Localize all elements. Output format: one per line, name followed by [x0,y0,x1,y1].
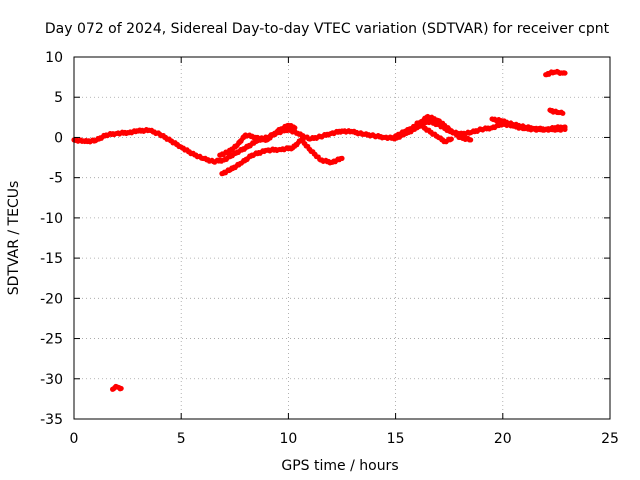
series-upper-outlier [543,68,568,78]
data-points [71,68,568,392]
series-dip-track [414,120,454,145]
y-tick-label: -5 [49,171,63,187]
y-tick-label: -10 [40,211,63,227]
x-axis-label: GPS time / hours [281,458,398,474]
x-tick-label: 20 [494,431,512,447]
series-mid-outlier [547,107,566,116]
y-axis-label: SDTVAR / TECUs [6,181,22,296]
data-point [562,124,568,130]
data-point [562,70,568,76]
y-tick-label: 0 [54,130,63,146]
chart-title: Day 072 of 2024, Sidereal Day-to-day VTE… [45,21,610,37]
grid-lines [74,57,610,419]
x-tick-label: 10 [279,431,297,447]
x-tick-label: 0 [70,431,79,447]
x-tick-label: 25 [601,431,619,447]
series-lower-track [219,137,345,177]
y-tick-label: -30 [40,372,63,388]
axis-ticks [73,56,611,420]
data-point [560,110,566,116]
data-point [118,385,124,392]
data-point [292,125,298,131]
plot-frame [73,56,611,420]
y-tick-label: -35 [40,412,63,428]
data-point [468,137,474,143]
y-tick-labels: 10 5 0 -5 -10 -15 -20 -25 -30 -35 [40,50,63,428]
series-crossing-track [393,113,474,143]
y-tick-label: -15 [40,251,63,267]
y-tick-label: 5 [54,90,63,106]
data-point [339,155,345,161]
y-tick-label: -25 [40,332,63,348]
series-late-track [489,116,568,133]
series-low-outlier [109,383,124,392]
series-upper-track [217,122,298,158]
data-point [448,136,454,142]
x-tick-label: 5 [177,431,186,447]
y-tick-label: 10 [45,50,63,66]
x-tick-labels: 0 5 10 15 20 25 [70,431,619,447]
x-tick-label: 15 [387,431,405,447]
y-tick-label: -20 [40,291,63,307]
